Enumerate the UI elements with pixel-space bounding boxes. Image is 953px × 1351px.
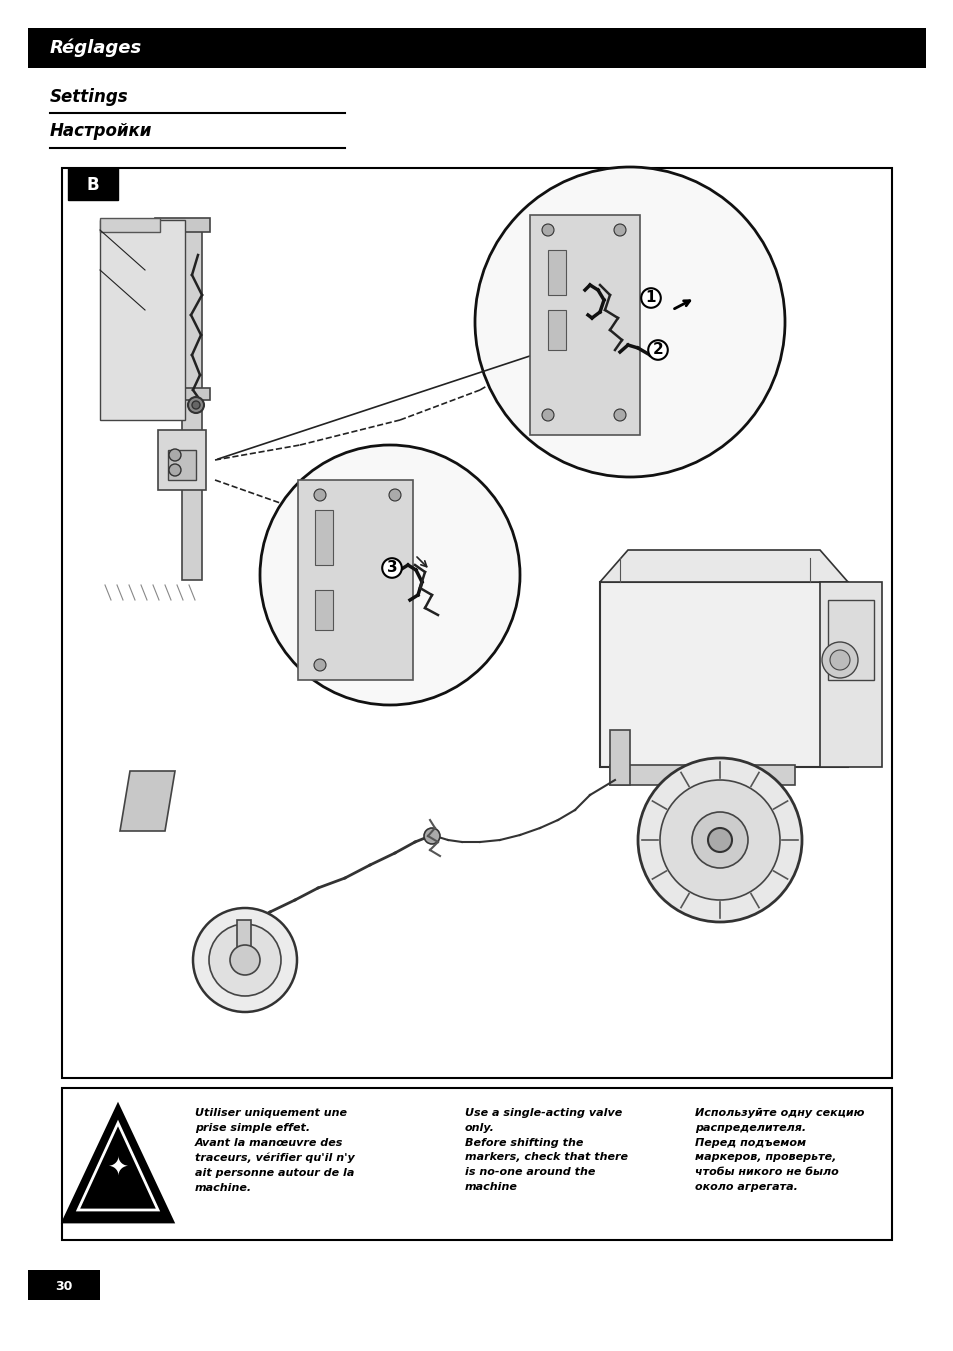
Bar bbox=[599, 582, 847, 767]
Text: 2: 2 bbox=[652, 343, 662, 358]
Circle shape bbox=[691, 812, 747, 867]
Bar bbox=[314, 509, 333, 565]
Text: Используйте одну секцию
распределителя.
Перед подъемом
маркеров, проверьте,
чтоб: Используйте одну секцию распределителя. … bbox=[695, 1108, 863, 1192]
Text: Utiliser uniquement une
prise simple effet.
Avant la manœuvre des
traceurs, véri: Utiliser uniquement une prise simple eff… bbox=[194, 1108, 355, 1193]
Circle shape bbox=[314, 489, 326, 501]
Text: Settings: Settings bbox=[50, 88, 129, 105]
Bar bbox=[158, 430, 206, 490]
Circle shape bbox=[169, 463, 181, 476]
Polygon shape bbox=[78, 1123, 158, 1210]
Bar bbox=[547, 250, 565, 295]
Circle shape bbox=[707, 828, 731, 852]
Circle shape bbox=[541, 224, 554, 236]
Bar bbox=[154, 218, 210, 232]
Text: Use a single-acting valve
only.
Before shifting the
markers, check that there
is: Use a single-acting valve only. Before s… bbox=[464, 1108, 627, 1192]
Bar bbox=[100, 220, 185, 420]
Circle shape bbox=[260, 444, 519, 705]
Text: 30: 30 bbox=[55, 1279, 72, 1293]
Circle shape bbox=[230, 944, 260, 975]
Bar bbox=[236, 920, 251, 962]
Text: ✦: ✦ bbox=[108, 1156, 129, 1181]
Circle shape bbox=[192, 401, 200, 409]
Bar bbox=[154, 388, 210, 400]
Bar bbox=[609, 730, 629, 785]
Bar bbox=[547, 309, 565, 350]
Circle shape bbox=[659, 780, 780, 900]
Circle shape bbox=[821, 642, 857, 678]
Text: B: B bbox=[87, 176, 99, 195]
Bar bbox=[168, 450, 195, 480]
Circle shape bbox=[638, 758, 801, 921]
Bar bbox=[28, 28, 925, 68]
Bar bbox=[62, 168, 891, 1078]
Bar bbox=[609, 765, 794, 785]
Bar bbox=[100, 218, 160, 232]
Bar bbox=[314, 590, 333, 630]
Circle shape bbox=[423, 828, 439, 844]
Bar bbox=[68, 168, 118, 200]
Circle shape bbox=[169, 449, 181, 461]
Bar bbox=[297, 480, 413, 680]
Bar bbox=[827, 600, 873, 680]
Bar bbox=[28, 1270, 100, 1300]
Circle shape bbox=[188, 397, 204, 413]
Circle shape bbox=[193, 908, 296, 1012]
Circle shape bbox=[614, 224, 625, 236]
Circle shape bbox=[541, 409, 554, 422]
Text: Настройки: Настройки bbox=[50, 122, 152, 141]
Circle shape bbox=[829, 650, 849, 670]
Bar bbox=[182, 220, 202, 580]
Text: 1: 1 bbox=[645, 290, 656, 305]
Circle shape bbox=[614, 409, 625, 422]
Polygon shape bbox=[63, 1105, 172, 1223]
Polygon shape bbox=[599, 550, 847, 582]
Bar bbox=[820, 582, 882, 767]
Bar bbox=[530, 215, 639, 435]
Bar bbox=[62, 1088, 891, 1240]
Circle shape bbox=[475, 168, 784, 477]
Text: 3: 3 bbox=[386, 561, 396, 576]
Circle shape bbox=[209, 924, 281, 996]
Text: Réglages: Réglages bbox=[50, 39, 142, 57]
Polygon shape bbox=[120, 771, 174, 831]
Circle shape bbox=[314, 659, 326, 671]
Circle shape bbox=[389, 489, 400, 501]
